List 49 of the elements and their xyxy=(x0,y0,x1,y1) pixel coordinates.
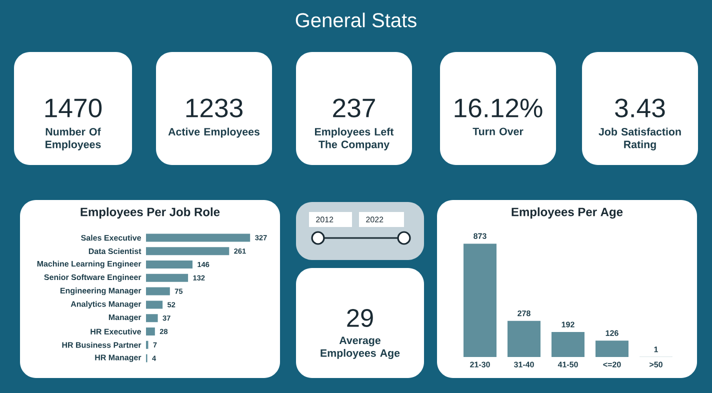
data-label: 192 xyxy=(562,322,574,328)
y-tick-label: Data Scientist xyxy=(88,248,142,254)
text: 29 xyxy=(347,309,373,327)
chart-title: Employees Per Age xyxy=(512,207,623,219)
text: Active Employees xyxy=(168,128,260,138)
x-tick-label: 31-40 xyxy=(514,362,534,368)
text: Employees Left The Company xyxy=(315,128,394,150)
x-tick-label: >50 xyxy=(650,362,662,368)
bar xyxy=(146,234,250,242)
x-tick-label: <=20 xyxy=(603,362,621,368)
text: Number Of Employees xyxy=(46,128,101,150)
chart-title: Employees Per Job Role xyxy=(80,207,220,219)
y-tick-label: Manager xyxy=(108,314,142,322)
bar xyxy=(146,300,163,309)
text: 1233 xyxy=(186,98,242,118)
text: 2012 xyxy=(316,216,334,222)
bar xyxy=(552,332,585,357)
bar xyxy=(596,340,628,357)
data-label: 126 xyxy=(606,330,618,336)
bar xyxy=(146,260,193,269)
text: 237 xyxy=(333,98,375,118)
data-label: 1 xyxy=(654,346,658,352)
text: Job Satisfaction Rating xyxy=(598,128,681,150)
bar xyxy=(146,247,230,256)
x-tick-label: 21-30 xyxy=(470,362,490,368)
text: 3.43 xyxy=(615,98,665,118)
y-tick-label: Machine Learning Engineer xyxy=(37,260,142,268)
bar xyxy=(146,287,170,296)
y-tick-label: Analytics Manager xyxy=(70,300,142,308)
y-tick-label: Engineering Manager xyxy=(60,288,142,296)
y-tick-label: HR Manager xyxy=(95,354,142,362)
text: Average Employees Age xyxy=(320,336,400,359)
y-tick-label: HR Business Partner xyxy=(62,342,142,348)
text: General Stats xyxy=(296,12,416,28)
data-label: 873 xyxy=(474,233,486,239)
bar xyxy=(464,244,497,357)
y-tick-label: Senior Software Engineer xyxy=(44,274,142,282)
bar xyxy=(146,314,158,322)
bar xyxy=(146,328,155,336)
bar xyxy=(508,320,541,357)
y-tick-label: Sales Executive xyxy=(81,234,142,241)
text: 16.12% xyxy=(454,98,542,118)
bar xyxy=(146,274,188,282)
text: 2022 xyxy=(366,216,384,222)
y-tick-label: HR Executive xyxy=(90,328,142,334)
text: Turn Over xyxy=(472,128,524,136)
data-label: 278 xyxy=(518,310,530,316)
text: 1470 xyxy=(45,98,102,118)
x-tick-label: 41-50 xyxy=(558,362,578,368)
